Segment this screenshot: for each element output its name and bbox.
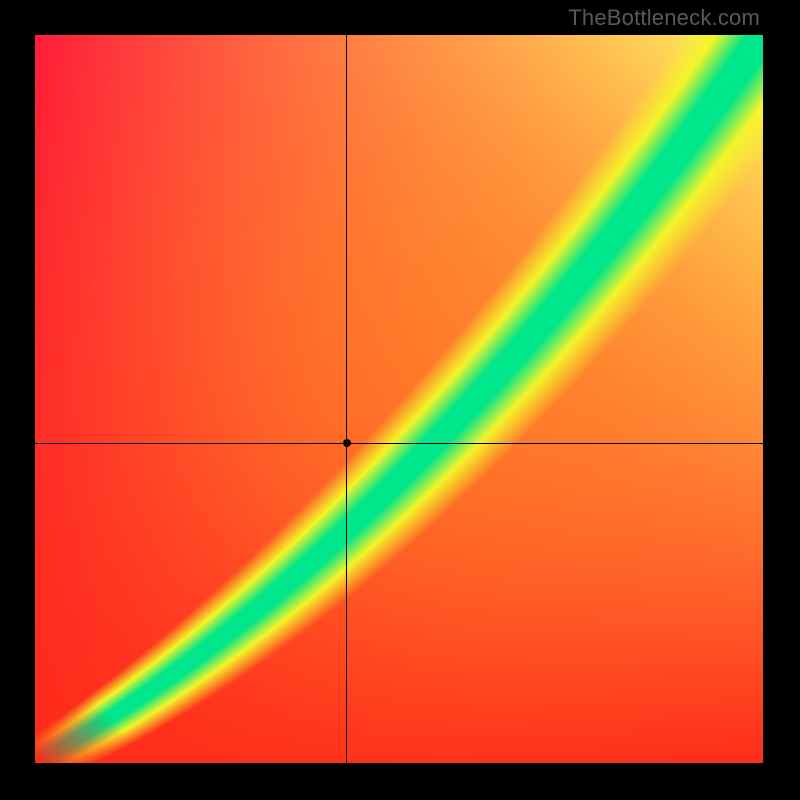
chart-container: TheBottleneck.com <box>0 0 800 800</box>
crosshair-horizontal <box>35 443 763 444</box>
watermark-text: TheBottleneck.com <box>568 5 760 31</box>
crosshair-marker <box>343 439 351 447</box>
heatmap-canvas <box>35 35 763 763</box>
crosshair-vertical <box>346 35 347 763</box>
